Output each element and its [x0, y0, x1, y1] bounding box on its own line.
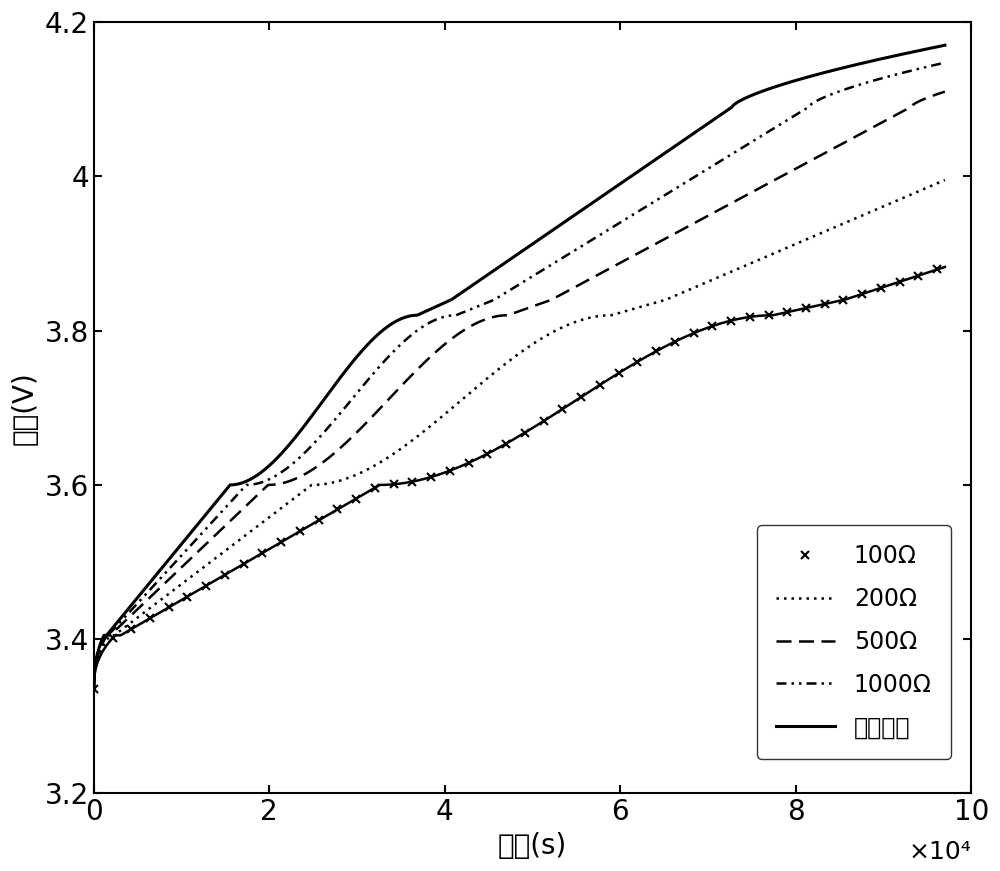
200Ω	[751, 255, 763, 266]
正常电池	[751, 88, 763, 98]
200Ω	[767, 248, 779, 259]
100Ω	[200, 580, 212, 591]
1000Ω	[939, 57, 951, 68]
1000Ω	[432, 314, 444, 324]
100Ω	[294, 526, 306, 537]
100Ω	[650, 346, 662, 356]
500Ω	[767, 176, 779, 186]
200Ω	[88, 684, 100, 694]
正常电池	[432, 300, 444, 311]
500Ω	[88, 684, 100, 694]
Line: 500Ω: 500Ω	[94, 91, 945, 689]
100Ω	[163, 602, 175, 612]
100Ω	[256, 548, 268, 558]
500Ω	[463, 322, 475, 333]
100Ω	[500, 438, 512, 449]
100Ω	[238, 558, 250, 569]
200Ω	[432, 415, 444, 425]
100Ω	[613, 368, 625, 378]
100Ω	[912, 270, 924, 280]
100Ω	[406, 476, 418, 487]
正常电池	[939, 40, 951, 51]
1000Ω	[463, 305, 475, 315]
100Ω	[837, 294, 849, 305]
100Ω	[669, 336, 681, 347]
Line: 200Ω: 200Ω	[94, 180, 945, 689]
100Ω	[875, 282, 887, 293]
Line: 100Ω: 100Ω	[90, 266, 941, 693]
100Ω	[125, 624, 137, 634]
100Ω	[181, 591, 193, 602]
正常电池	[175, 540, 187, 550]
1000Ω	[767, 124, 779, 134]
100Ω	[463, 457, 475, 468]
100Ω	[894, 276, 906, 287]
1000Ω	[672, 182, 684, 192]
100Ω	[556, 404, 568, 415]
100Ω	[88, 684, 100, 694]
1000Ω	[175, 551, 187, 562]
正常电池	[767, 83, 779, 93]
100Ω	[856, 289, 868, 300]
500Ω	[432, 345, 444, 355]
100Ω	[688, 328, 700, 339]
100Ω	[763, 310, 775, 321]
200Ω	[463, 388, 475, 399]
正常电池	[672, 138, 684, 149]
500Ω	[175, 563, 187, 573]
100Ω	[388, 479, 400, 490]
100Ω	[144, 613, 156, 624]
100Ω	[519, 428, 531, 438]
1000Ω	[751, 133, 763, 144]
500Ω	[939, 86, 951, 97]
100Ω	[706, 321, 718, 331]
200Ω	[175, 579, 187, 590]
100Ω	[725, 315, 737, 326]
100Ω	[931, 264, 943, 274]
100Ω	[444, 465, 456, 476]
100Ω	[331, 504, 343, 515]
100Ω	[538, 415, 550, 426]
100Ω	[425, 472, 437, 483]
200Ω	[672, 289, 684, 300]
100Ω	[631, 356, 643, 367]
100Ω	[575, 392, 587, 402]
100Ω	[781, 307, 793, 317]
Line: 1000Ω: 1000Ω	[94, 63, 945, 689]
100Ω	[219, 570, 231, 580]
200Ω	[939, 175, 951, 186]
100Ω	[481, 449, 493, 459]
Line: 正常电池: 正常电池	[94, 45, 945, 689]
1000Ω	[88, 684, 100, 694]
100Ω	[369, 483, 381, 493]
500Ω	[751, 184, 763, 194]
正常电池	[463, 282, 475, 293]
100Ω	[107, 633, 119, 644]
100Ω	[350, 493, 362, 503]
Legend: 100Ω, 200Ω, 500Ω, 1000Ω, 正常电池: 100Ω, 200Ω, 500Ω, 1000Ω, 正常电池	[757, 525, 951, 759]
500Ω	[672, 226, 684, 237]
正常电池	[88, 684, 100, 694]
100Ω	[744, 312, 756, 322]
Text: ×10⁴: ×10⁴	[908, 840, 971, 864]
100Ω	[594, 380, 606, 390]
Y-axis label: 电压(V): 电压(V)	[11, 371, 39, 445]
100Ω	[313, 515, 325, 525]
100Ω	[800, 303, 812, 314]
100Ω	[819, 299, 831, 309]
100Ω	[275, 537, 287, 547]
X-axis label: 时间(s): 时间(s)	[498, 832, 567, 860]
